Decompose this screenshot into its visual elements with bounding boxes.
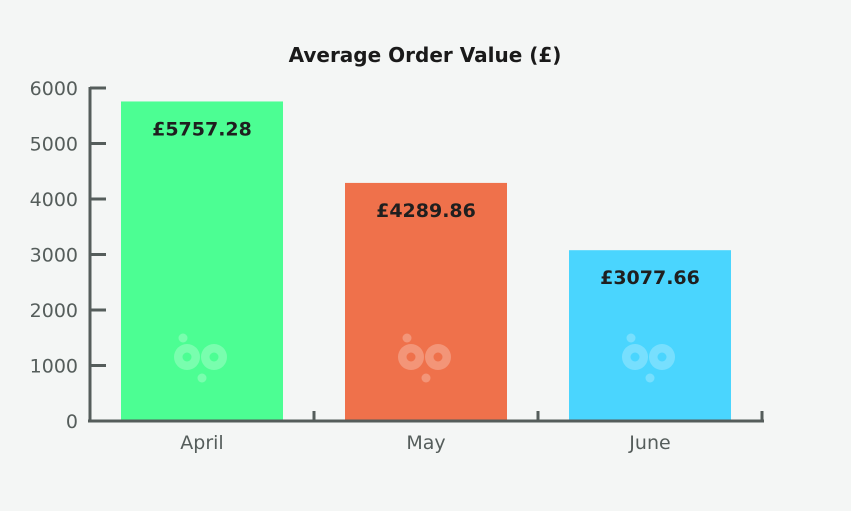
data-label: £3077.66 (600, 267, 700, 289)
y-tick-label: 4000 (30, 189, 78, 211)
bar-may (345, 182, 507, 421)
x-category-label: April (180, 432, 223, 454)
x-axis-ticks: April May June (180, 411, 764, 454)
data-label: £5757.28 (152, 118, 252, 140)
axes (88, 87, 764, 423)
bar-april (121, 101, 283, 422)
y-axis-ticks: 0 1000 2000 3000 4000 5000 6000 (30, 78, 106, 433)
watermark-logo-icon (622, 333, 675, 383)
y-tick-label: 0 (66, 411, 78, 433)
y-tick-label: 2000 (30, 300, 78, 322)
y-tick-label: 3000 (30, 245, 78, 267)
watermark-logo-icon (174, 333, 227, 383)
data-label: £4289.86 (376, 200, 476, 222)
y-tick-label: 1000 (30, 356, 78, 378)
y-tick-label: 6000 (30, 78, 78, 100)
chart-title: Average Order Value (£) (289, 43, 562, 67)
x-category-label: May (406, 432, 445, 454)
y-tick-label: 5000 (30, 134, 78, 156)
bar-june (569, 250, 731, 421)
x-category-label: June (628, 432, 670, 454)
watermark-logo-icon (398, 333, 451, 383)
bars: £5757.28 £4289.86 £3077.66 (121, 101, 731, 422)
